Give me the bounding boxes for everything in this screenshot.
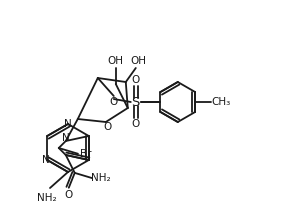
Text: O: O bbox=[132, 75, 140, 85]
Text: CH₃: CH₃ bbox=[211, 97, 231, 107]
Text: NH₂: NH₂ bbox=[91, 173, 111, 183]
Text: OH: OH bbox=[108, 56, 124, 66]
Text: O: O bbox=[110, 97, 118, 107]
Text: S: S bbox=[132, 95, 140, 108]
Text: O: O bbox=[132, 119, 140, 129]
Text: Br: Br bbox=[80, 149, 92, 159]
Text: NH₂: NH₂ bbox=[37, 193, 57, 203]
Text: O: O bbox=[104, 122, 112, 132]
Text: N: N bbox=[62, 133, 70, 143]
Text: N: N bbox=[64, 119, 72, 129]
Text: N: N bbox=[42, 155, 50, 165]
Text: OH: OH bbox=[131, 56, 147, 66]
Text: O: O bbox=[65, 190, 73, 200]
